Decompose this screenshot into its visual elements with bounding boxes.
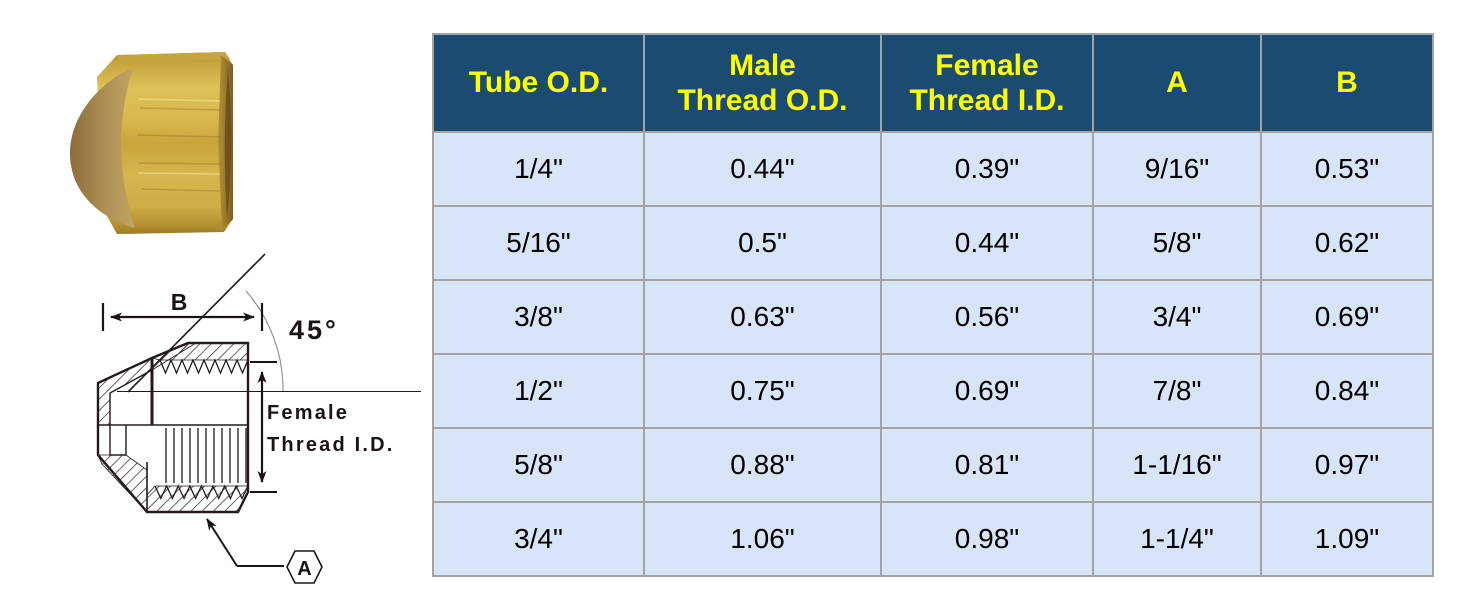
table-cell: 5/8": [432, 427, 645, 503]
spec-table-container: Tube O.D. Male Thread O.D. Female Thread I.D…: [432, 33, 1434, 577]
table-cell: 0.97": [1260, 427, 1434, 503]
spec-table-head: Tube O.D. Male Thread O.D. Female Thread I.D…: [432, 33, 1434, 133]
dim-b: [101, 303, 264, 331]
column-header: A: [1092, 33, 1262, 133]
column-header: B: [1260, 33, 1434, 133]
spec-table-header-row: Tube O.D. Male Thread O.D. Female Thread I.D…: [432, 33, 1434, 133]
table-cell: 0.62": [1260, 205, 1434, 281]
table-cell: 1-1/4": [1092, 501, 1262, 577]
dim-female-thread: [250, 361, 277, 493]
angle-arc: [245, 290, 284, 392]
table-cell: 0.69": [1260, 279, 1434, 355]
column-header: Tube O.D.: [432, 33, 645, 133]
table-row: 5/16" 0.5" 0.44" 5/8" 0.62": [432, 205, 1434, 281]
angle-label: 45°: [289, 315, 339, 345]
table-cell: 5/8": [1092, 205, 1262, 281]
table-cell: 0.69": [880, 353, 1094, 429]
table-cell: 0.44": [880, 205, 1094, 281]
table-cell: 0.39": [880, 131, 1094, 207]
table-cell: 0.75": [643, 353, 882, 429]
dim-b-label: B: [171, 289, 190, 315]
spec-table-body: 1/4" 0.44" 0.39" 9/16" 0.53" 5/16" 0.5" 0.44" 5/…: [432, 131, 1434, 577]
hex-flats-callout: [206, 518, 323, 584]
angle-diagonal-line: [127, 253, 266, 393]
column-header: Male Thread O.D.: [643, 33, 882, 133]
product-photo: [70, 52, 233, 234]
table-row: 1/4" 0.44" 0.39" 9/16" 0.53": [432, 131, 1434, 207]
table-cell: 0.56": [880, 279, 1094, 355]
thread-teeth-top: [159, 358, 249, 375]
table-cell: 0.44": [643, 131, 882, 207]
column-header: Female Thread I.D.: [880, 33, 1094, 133]
table-cell: 0.5": [643, 205, 882, 281]
leader-arrow: [206, 518, 238, 567]
hatch-thread-band-bottom: [146, 485, 249, 513]
table-cell: 1.09": [1260, 501, 1434, 577]
table-cell: 1.06": [643, 501, 882, 577]
nut-section-outline: [96, 341, 250, 514]
table-row: 5/8" 0.88" 0.81" 1-1/16" 0.97": [432, 427, 1434, 503]
table-cell: 7/8": [1092, 353, 1262, 429]
table-cell: 3/4": [432, 501, 645, 577]
thread-lines-bottom: [165, 428, 247, 483]
table-row: 3/8" 0.63" 0.56" 3/4" 0.69": [432, 279, 1434, 355]
female-thread-label-line1: Female: [267, 402, 349, 424]
table-cell: 3/8": [432, 279, 645, 355]
table-cell: 0.53": [1260, 131, 1434, 207]
table-row: 1/2" 0.75" 0.69" 7/8" 0.84": [432, 353, 1434, 429]
table-cell: 1-1/16": [1092, 427, 1262, 503]
table-cell: 5/16": [432, 205, 645, 281]
table-cell: 1/4": [432, 131, 645, 207]
thread-teeth-bottom: [154, 484, 249, 501]
hatch-thread-band-top: [150, 342, 249, 361]
brass-nut-illustration: [70, 52, 233, 234]
spec-table: Tube O.D. Male Thread O.D. Female Thread I.D…: [432, 33, 1434, 577]
spec-drawing: 45° B Female Thread I.D. A: [96, 253, 421, 584]
table-cell: 0.63": [643, 279, 882, 355]
table-cell: 1/2": [432, 353, 645, 429]
table-cell: 9/16": [1092, 131, 1262, 207]
hex-flats-label: A: [297, 558, 311, 580]
table-cell: 0.88": [643, 427, 882, 503]
table-cell: 3/4": [1092, 279, 1262, 355]
female-thread-label-line2: Thread I.D.: [267, 434, 395, 456]
table-cell: 0.98": [880, 501, 1094, 577]
table-cell: 0.84": [1260, 353, 1434, 429]
hexagon-symbol: [286, 550, 323, 584]
table-cell: 0.81": [880, 427, 1094, 503]
table-row: 3/4" 1.06" 0.98" 1-1/4" 1.09": [432, 501, 1434, 577]
